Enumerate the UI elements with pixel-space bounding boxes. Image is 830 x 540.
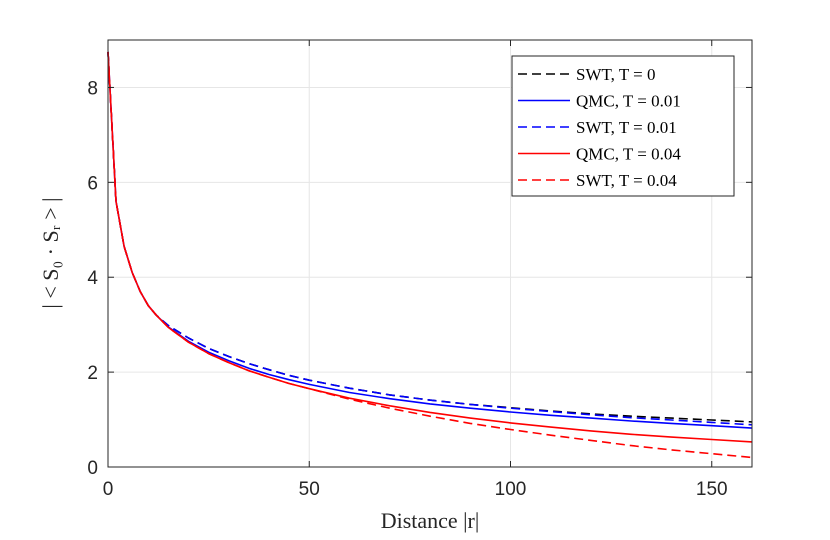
x-tick-label: 50 [299,479,320,500]
y-axis-label: | < S₀ · Sᵣ > | [38,197,63,308]
x-tick-label: 0 [103,479,114,500]
series-layer [107,51,753,459]
legend-label-1: QMC, T = 0.01 [576,92,681,111]
y-tick-label: 0 [87,458,98,479]
x-tick-label: 100 [495,479,527,500]
legend: SWT, T = 0 QMC, T = 0.01 SWT, T = 0.01 QMC,… [511,55,735,197]
legend-label-0: SWT, T = 0 [576,65,655,84]
x-axis-label: Distance |r| [381,508,480,533]
series-line-4 [107,51,753,459]
legend-box [511,55,735,197]
legend-label-2: SWT, T = 0.01 [576,118,677,137]
legend-label-4: SWT, T = 0.04 [576,171,677,190]
legend-entries: SWT, T = 0 QMC, T = 0.01 SWT, T = 0.01 QMC,… [518,65,681,190]
plot-frame [107,39,753,468]
legend-label-3: QMC, T = 0.04 [576,145,681,164]
y-tick-label: 8 [87,78,98,99]
y-tick-label: 4 [87,268,98,289]
y-tick-label: 2 [87,363,98,384]
x-tick-label: 150 [696,479,728,500]
ticks: 0 50 100 150 0 2 4 6 8 [87,40,752,500]
y-tick-label: 6 [87,173,98,194]
